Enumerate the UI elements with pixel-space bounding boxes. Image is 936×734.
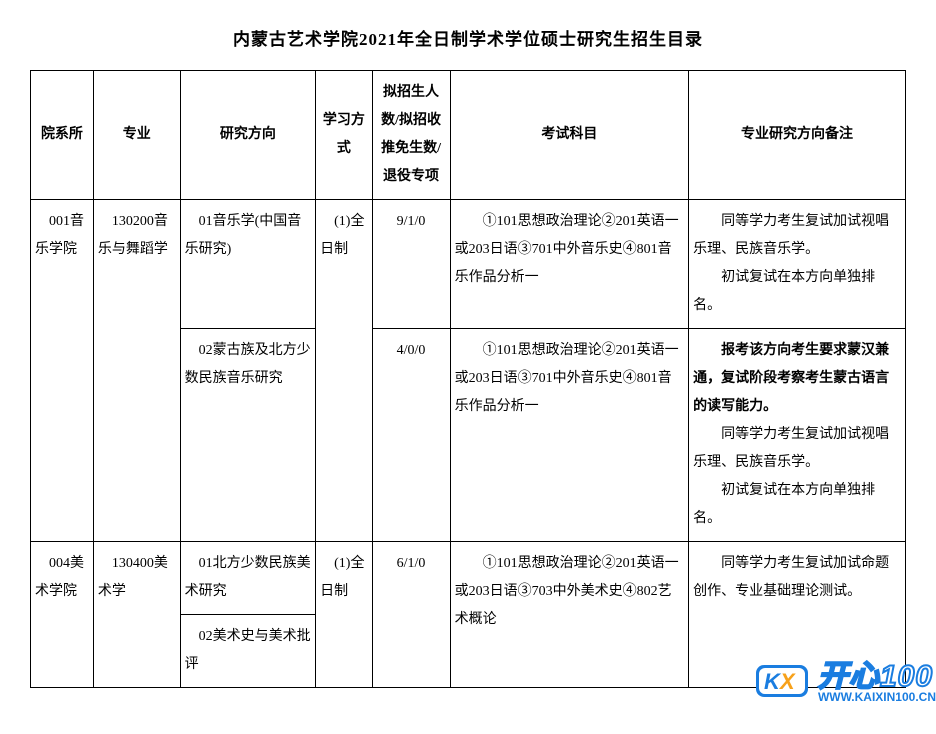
col-dir: 研究方向 xyxy=(180,71,316,200)
cell-mode: (1)全日制 xyxy=(316,200,372,542)
cell-quota: 9/1/0 xyxy=(372,200,450,329)
cell-dir: 02美术史与美术批评 xyxy=(180,615,316,688)
cell-exam: ①101思想政治理论②201英语一或203日语③701中外音乐史④801音乐作品… xyxy=(450,200,689,329)
admissions-table: 院系所 专业 研究方向 学习方式 拟招生人数/拟招收推免生数/退役专项 考试科目… xyxy=(30,70,906,688)
col-major: 专业 xyxy=(93,71,180,200)
col-dept: 院系所 xyxy=(31,71,94,200)
cell-dir: 01北方少数民族美术研究 xyxy=(180,542,316,615)
col-quota: 拟招生人数/拟招收推免生数/退役专项 xyxy=(372,71,450,200)
cell-dept: 004美术学院 xyxy=(31,542,94,688)
col-exam: 考试科目 xyxy=(450,71,689,200)
cell-mode: (1)全日制 xyxy=(316,542,372,688)
col-mode: 学习方式 xyxy=(316,71,372,200)
cell-dept: 001音乐学院 xyxy=(31,200,94,542)
table-row: 001音乐学院 130200音乐与舞蹈学 01音乐学(中国音乐研究) (1)全日… xyxy=(31,200,906,329)
cell-dir: 02蒙古族及北方少数民族音乐研究 xyxy=(180,329,316,542)
cell-exam: ①101思想政治理论②201英语一或203日语③701中外音乐史④801音乐作品… xyxy=(450,329,689,542)
cell-quota: 4/0/0 xyxy=(372,329,450,542)
cell-quota: 6/1/0 xyxy=(372,542,450,688)
cell-note: 同等学力考生复试加试命题创作、专业基础理论测试。 xyxy=(689,542,906,688)
page-title: 内蒙古艺术学院2021年全日制学术学位硕士研究生招生目录 xyxy=(30,25,906,50)
cell-major: 130400美术学 xyxy=(93,542,180,688)
cell-major: 130200音乐与舞蹈学 xyxy=(93,200,180,542)
cell-note: 报考该方向考生要求蒙汉兼通，复试阶段考察考生蒙古语言的读写能力。 同等学力考生复… xyxy=(689,329,906,542)
col-note: 专业研究方向备注 xyxy=(689,71,906,200)
watermark-en: WWW.KAIXIN100.CN xyxy=(818,690,936,704)
table-row: 004美术学院 130400美术学 01北方少数民族美术研究 (1)全日制 6/… xyxy=(31,542,906,615)
table-header-row: 院系所 专业 研究方向 学习方式 拟招生人数/拟招收推免生数/退役专项 考试科目… xyxy=(31,71,906,200)
cell-dir: 01音乐学(中国音乐研究) xyxy=(180,200,316,329)
cell-note: 同等学力考生复试加试视唱乐理、民族音乐学。 初试复试在本方向单独排名。 xyxy=(689,200,906,329)
cell-exam: ①101思想政治理论②201英语一或203日语③703中外美术史④802艺术概论 xyxy=(450,542,689,688)
